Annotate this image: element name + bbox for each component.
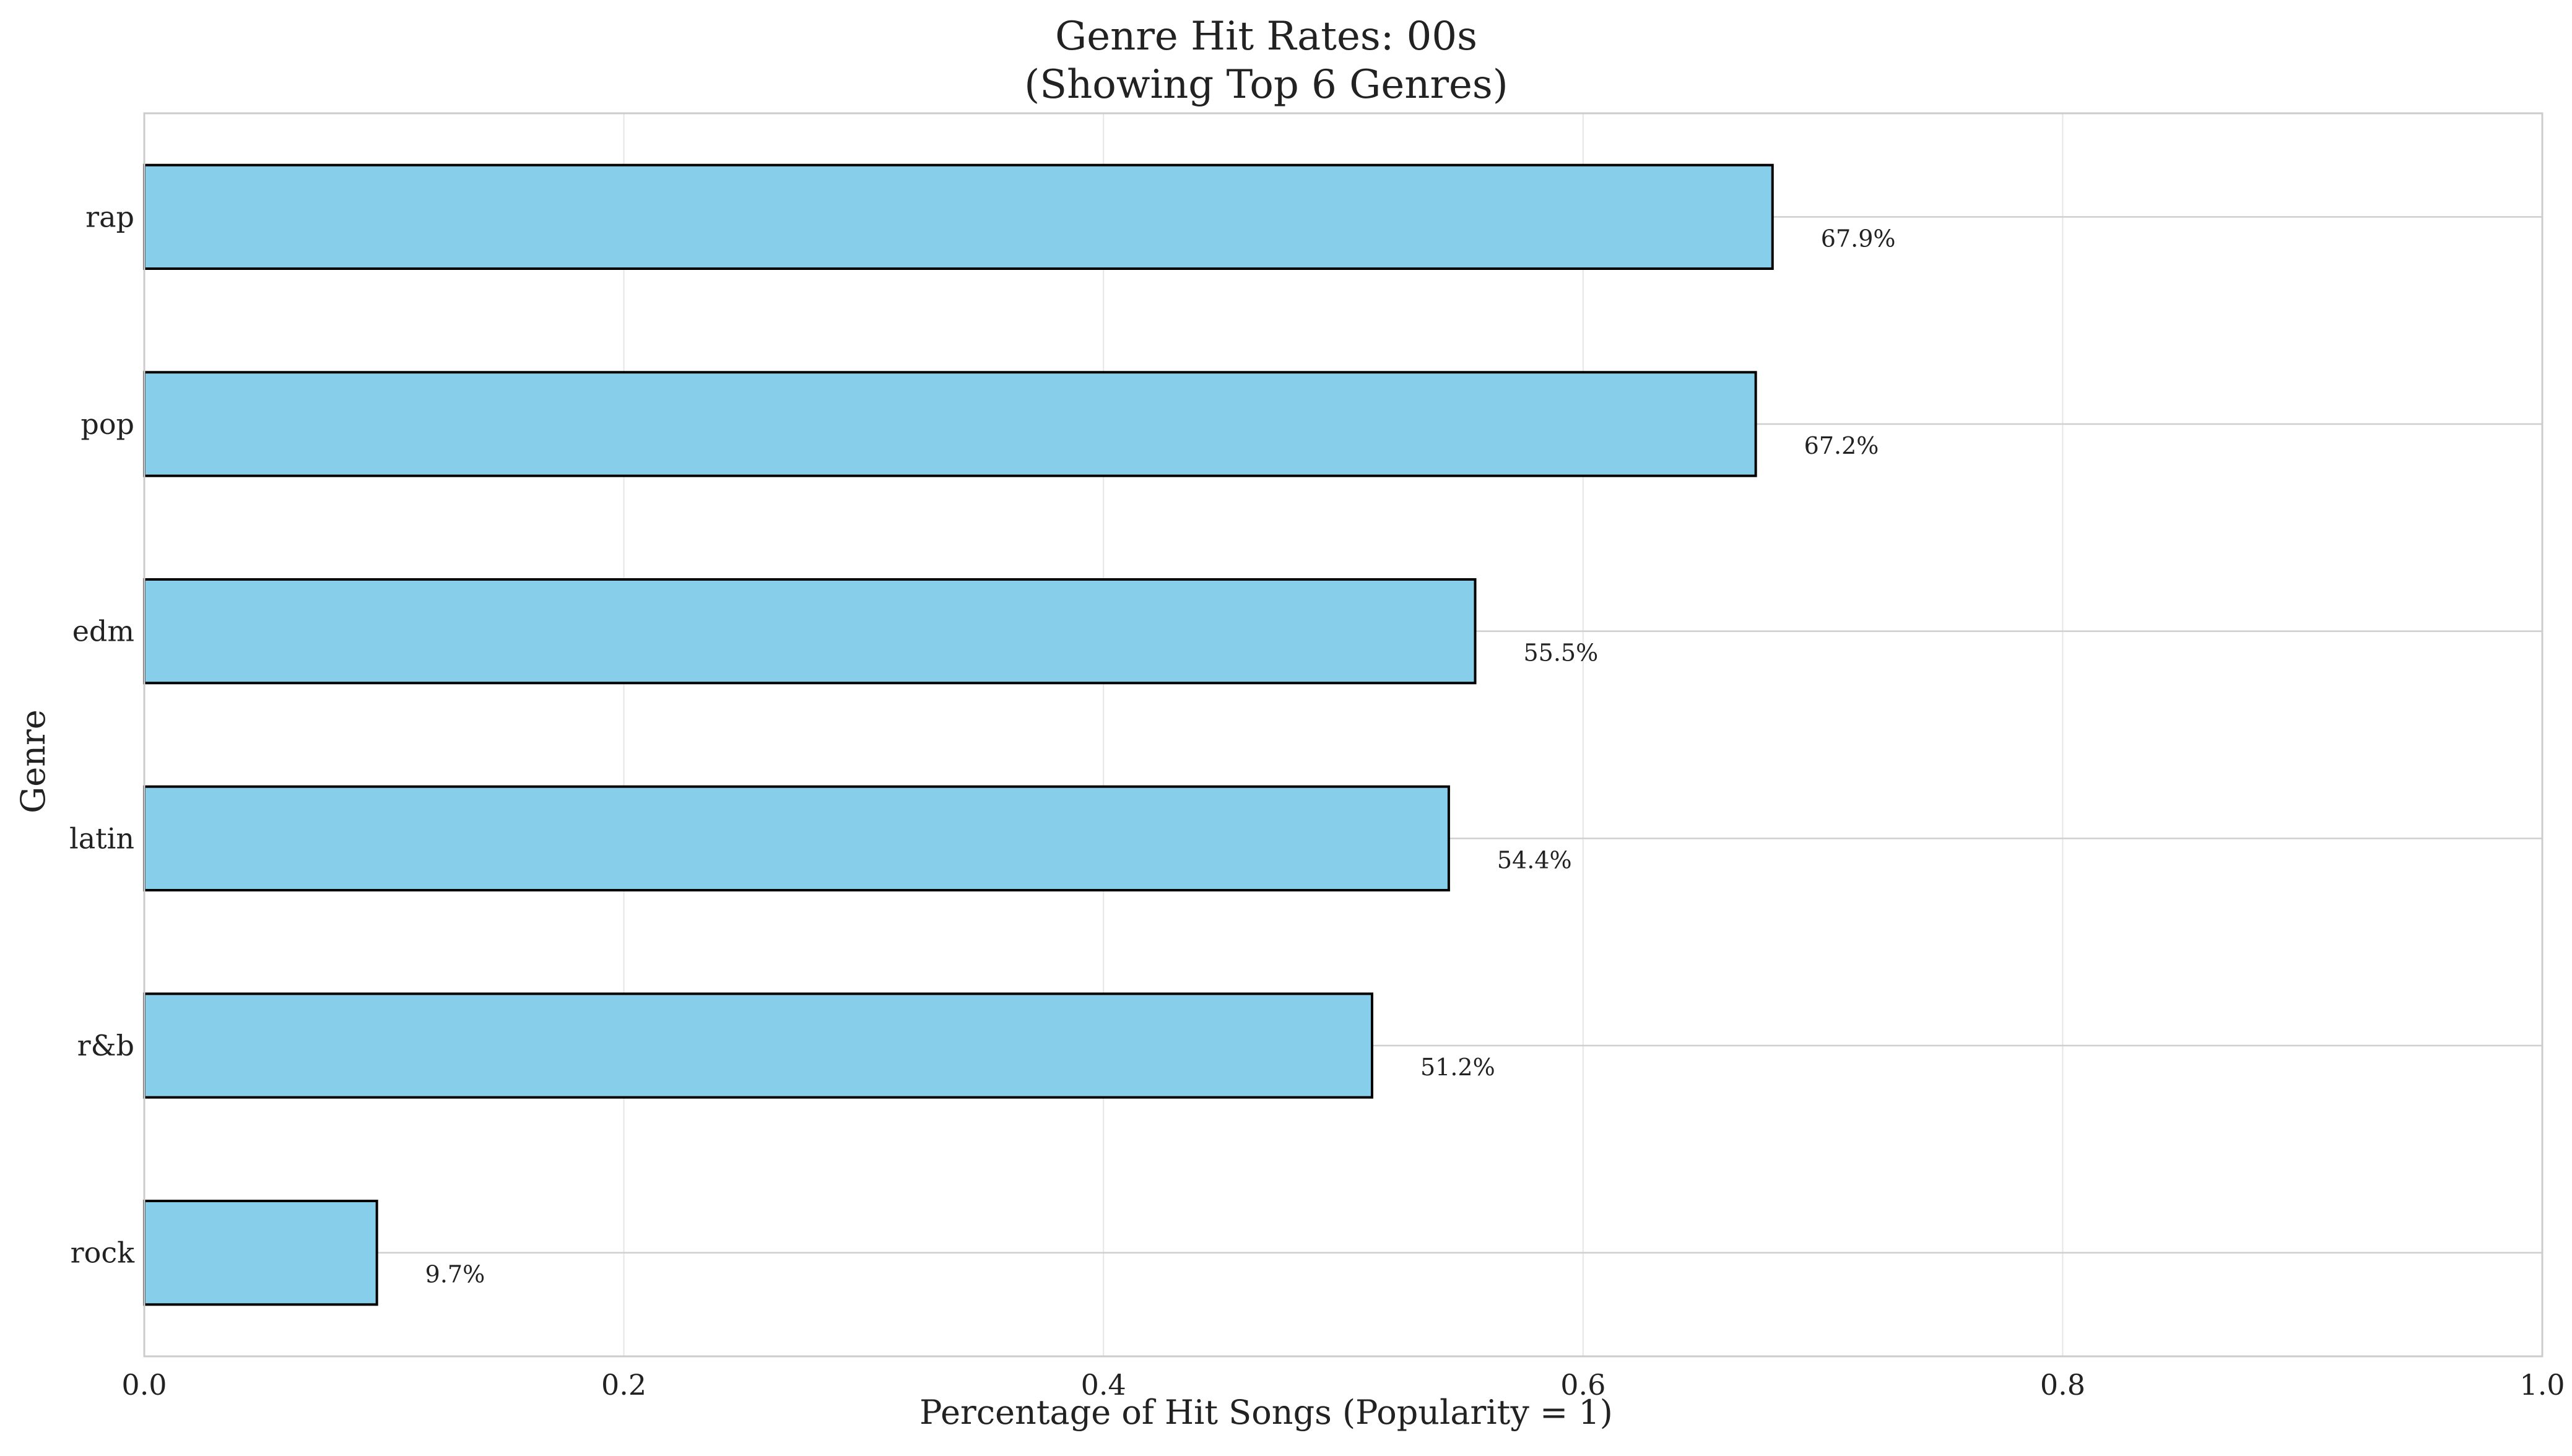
bars: [143, 163, 1774, 1306]
y-tick-label: pop: [80, 407, 134, 441]
y-axis-label: Genre: [14, 709, 53, 813]
bar: [143, 163, 1774, 270]
y-tick-label: rock: [71, 1236, 135, 1270]
bar: [143, 371, 1757, 477]
chart-title: Genre Hit Rates: 00s: [1055, 14, 1477, 59]
x-axis-label: Percentage of Hit Songs (Popularity = 1): [919, 1393, 1613, 1432]
y-tick-label: latin: [69, 821, 134, 855]
y-tick-label: edm: [72, 615, 134, 648]
tick-and-data-labels: 0.0 0.2 0.4 0.6 0.8 1.0 rap 67.9% pop 67.2% edm 55.…: [69, 200, 2565, 1402]
y-tick-label: r&b: [77, 1029, 134, 1062]
x-tick-label: 0.0: [121, 1368, 167, 1402]
data-label: 67.9%: [1821, 225, 1896, 252]
bar: [143, 992, 1373, 1099]
x-tick-label: 0.4: [1081, 1368, 1126, 1402]
x-tick-label: 0.2: [601, 1368, 646, 1402]
x-tick-label: 0.6: [1560, 1368, 1605, 1402]
data-label: 67.2%: [1804, 432, 1879, 459]
data-label: 54.4%: [1497, 846, 1572, 873]
x-tick-label: 0.8: [2040, 1368, 2085, 1402]
chart-subtitle: (Showing Top 6 Genres): [1024, 62, 1508, 108]
bar: [143, 1200, 378, 1306]
y-tick-label: rap: [85, 200, 134, 233]
bar: [143, 578, 1477, 685]
plot-frame: [143, 112, 2544, 1358]
x-tick-label: 1.0: [2519, 1368, 2565, 1402]
data-label: 51.2%: [1420, 1054, 1495, 1081]
grid-lines: [144, 113, 2543, 1356]
data-label: 55.5%: [1524, 639, 1599, 667]
data-label: 9.7%: [425, 1261, 485, 1288]
bar: [143, 785, 1450, 891]
